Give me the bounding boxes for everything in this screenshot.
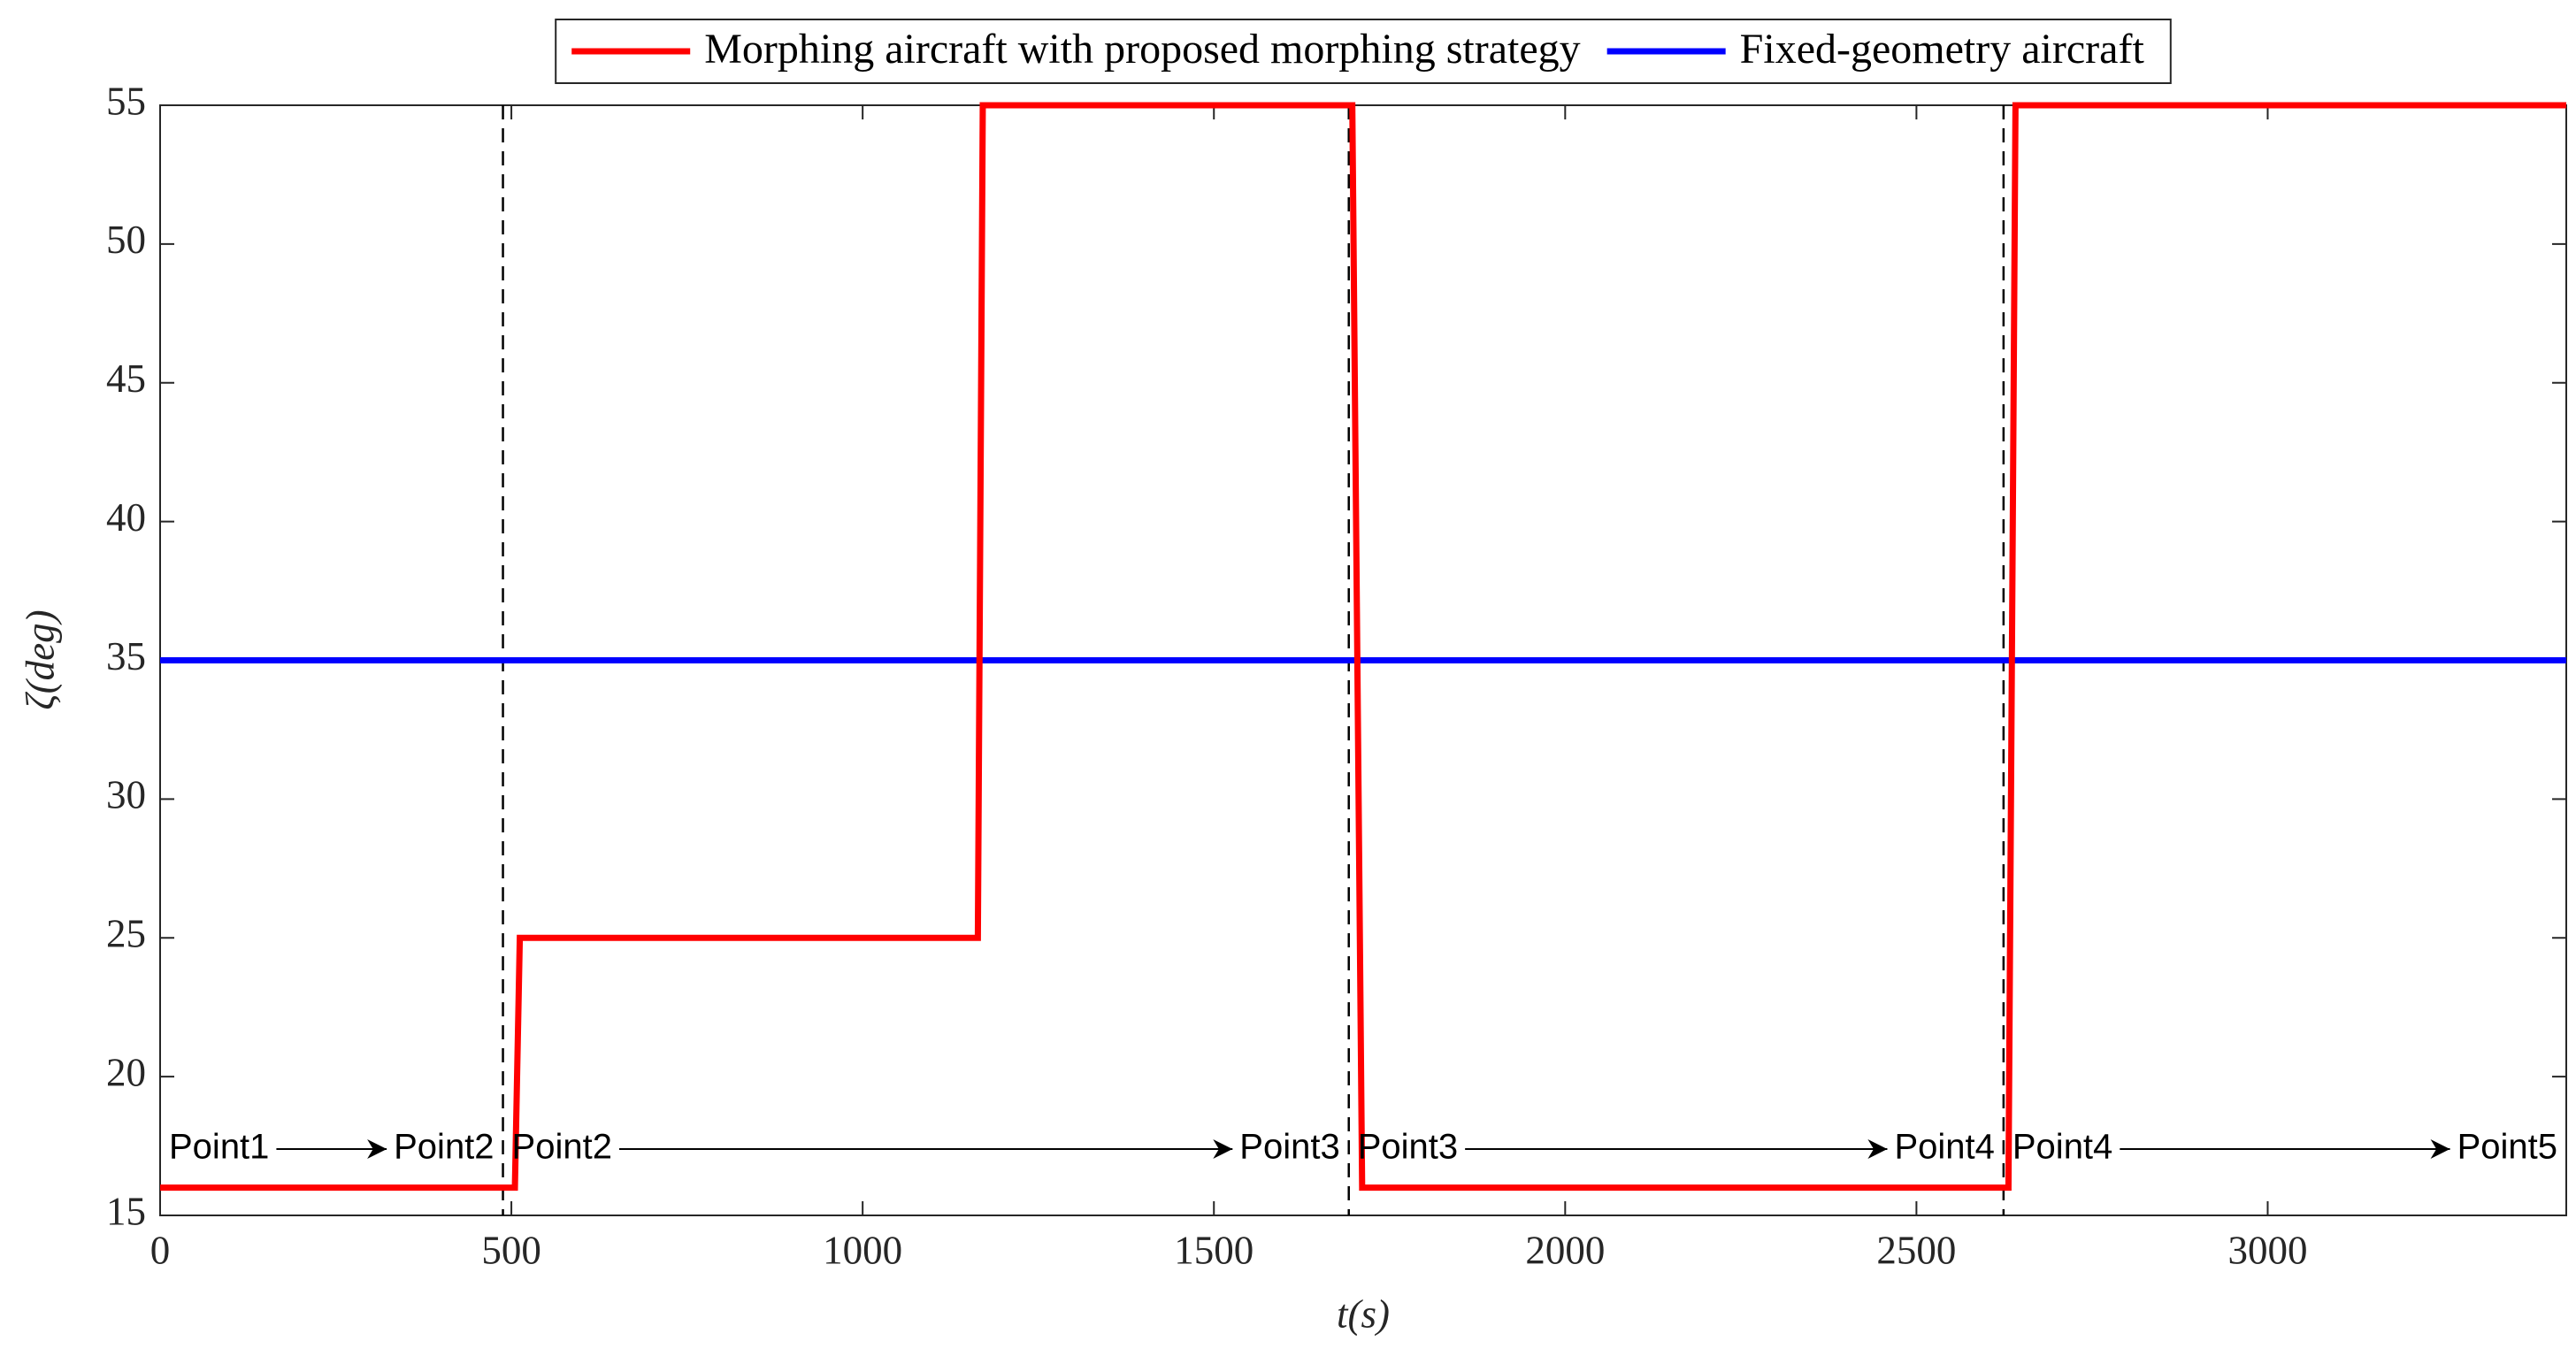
y-tick-label: 35 bbox=[106, 634, 146, 678]
data-line bbox=[160, 102, 2566, 1192]
annotation-label: Point5 bbox=[2457, 1128, 2557, 1167]
y-tick-label: 15 bbox=[106, 1189, 146, 1233]
x-tick-label: 2000 bbox=[1525, 1228, 1605, 1272]
x-tick-label: 1500 bbox=[1174, 1228, 1254, 1272]
x-tick-label: 3000 bbox=[2227, 1228, 2307, 1272]
annotation-label: Point2 bbox=[394, 1128, 494, 1167]
x-tick-label: 2500 bbox=[1876, 1228, 1956, 1272]
y-tick-label: 20 bbox=[106, 1050, 146, 1094]
y-tick-label: 40 bbox=[106, 495, 146, 540]
y-tick-label: 50 bbox=[106, 218, 146, 262]
annotation-label: Point4 bbox=[2012, 1128, 2112, 1167]
annotation-label: Point3 bbox=[1358, 1128, 1458, 1167]
annotation-label: Point2 bbox=[512, 1128, 612, 1167]
y-tick-label: 25 bbox=[106, 912, 146, 956]
y-tick-label: 45 bbox=[106, 356, 146, 401]
legend-label: Fixed-geometry aircraft bbox=[1740, 26, 2145, 73]
y-tick-label: 30 bbox=[106, 773, 146, 817]
legend-label: Morphing aircraft with proposed morphing… bbox=[704, 26, 1580, 73]
annotation-label: Point4 bbox=[1894, 1128, 1994, 1167]
annotation-label: Point1 bbox=[169, 1128, 269, 1167]
annotation-label: Point3 bbox=[1239, 1128, 1339, 1167]
y-axis-label: ζ(deg) bbox=[18, 609, 62, 709]
x-tick-label: 1000 bbox=[823, 1228, 902, 1272]
x-tick-label: 500 bbox=[481, 1228, 541, 1272]
y-tick-label: 55 bbox=[106, 79, 146, 123]
legend-box bbox=[555, 19, 2172, 84]
x-tick-label: 0 bbox=[150, 1228, 171, 1272]
x-axis-label: t(s) bbox=[1337, 1291, 1390, 1336]
